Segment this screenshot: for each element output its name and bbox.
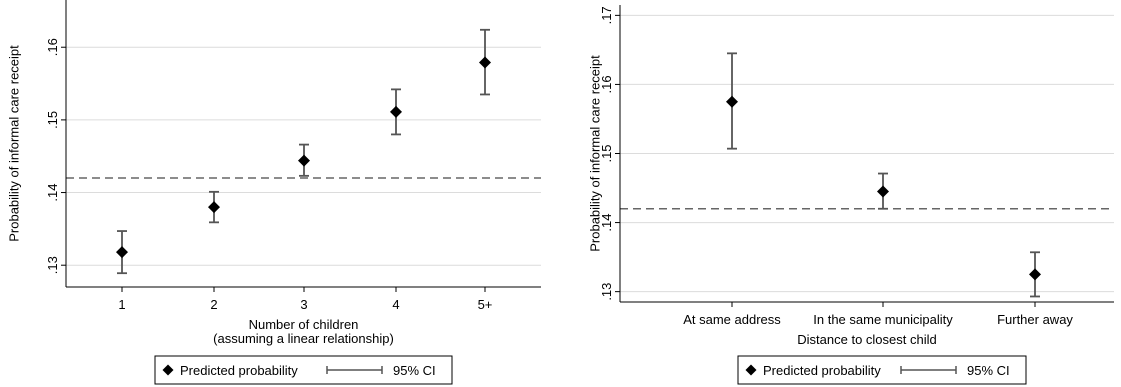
data-point-marker: [726, 95, 738, 108]
y-axis-title: Probability of informal care receipt: [7, 45, 22, 242]
legend-box: [737, 355, 1027, 385]
data-point-marker: [479, 56, 491, 69]
data-point-marker: [208, 201, 220, 214]
data-point-marker: [390, 105, 402, 118]
data-point-marker: [298, 154, 310, 167]
chart-panel-distance: .13 .14 .15 .16 .17 At same address In the sam…: [588, 5, 1114, 385]
x-tick-label: 2: [210, 297, 217, 312]
y-tick-label: .15: [45, 111, 60, 129]
legend-label-ci: 95% CI: [393, 363, 436, 378]
data-point-marker: [877, 185, 889, 198]
y-tick-label: .17: [599, 6, 614, 24]
y-tick-label: .15: [599, 144, 614, 162]
x-axis-title: (assuming a linear relationship): [213, 331, 394, 346]
legend-box: [154, 355, 453, 385]
y-tick-label: .16: [45, 38, 60, 56]
y-tick-label: .14: [599, 214, 614, 232]
x-axis-title: Distance to closest child: [797, 332, 936, 347]
legend-label-predicted: Predicted probability: [763, 363, 881, 378]
x-tick-label: 1: [118, 297, 125, 312]
y-tick-label: .13: [45, 256, 60, 274]
data-point-marker: [1029, 268, 1041, 281]
x-tick-label: 4: [392, 297, 399, 312]
x-tick-label: 3: [300, 297, 307, 312]
chart-panel-children: .13 .14 .15 .16 1 2 3 4 5+ Number of children(ass…: [7, 0, 541, 385]
legend-marker-icon: [745, 364, 757, 376]
x-tick-label: 5+: [478, 297, 493, 312]
y-tick-label: .16: [599, 75, 614, 93]
y-tick-label: .14: [45, 184, 60, 202]
x-tick-label: In the same municipality: [813, 312, 953, 327]
data-point-marker: [116, 246, 128, 259]
legend-label-ci: 95% CI: [967, 363, 1010, 378]
x-tick-label: Further away: [997, 312, 1073, 327]
x-axis-title: Number of children: [249, 317, 359, 332]
legend-label-predicted: Predicted probability: [180, 363, 298, 378]
legend-marker-icon: [162, 364, 174, 376]
y-tick-label: .13: [599, 283, 614, 301]
y-axis-title: Probability of informal care receipt: [588, 55, 603, 252]
x-tick-label: At same address: [683, 312, 781, 327]
